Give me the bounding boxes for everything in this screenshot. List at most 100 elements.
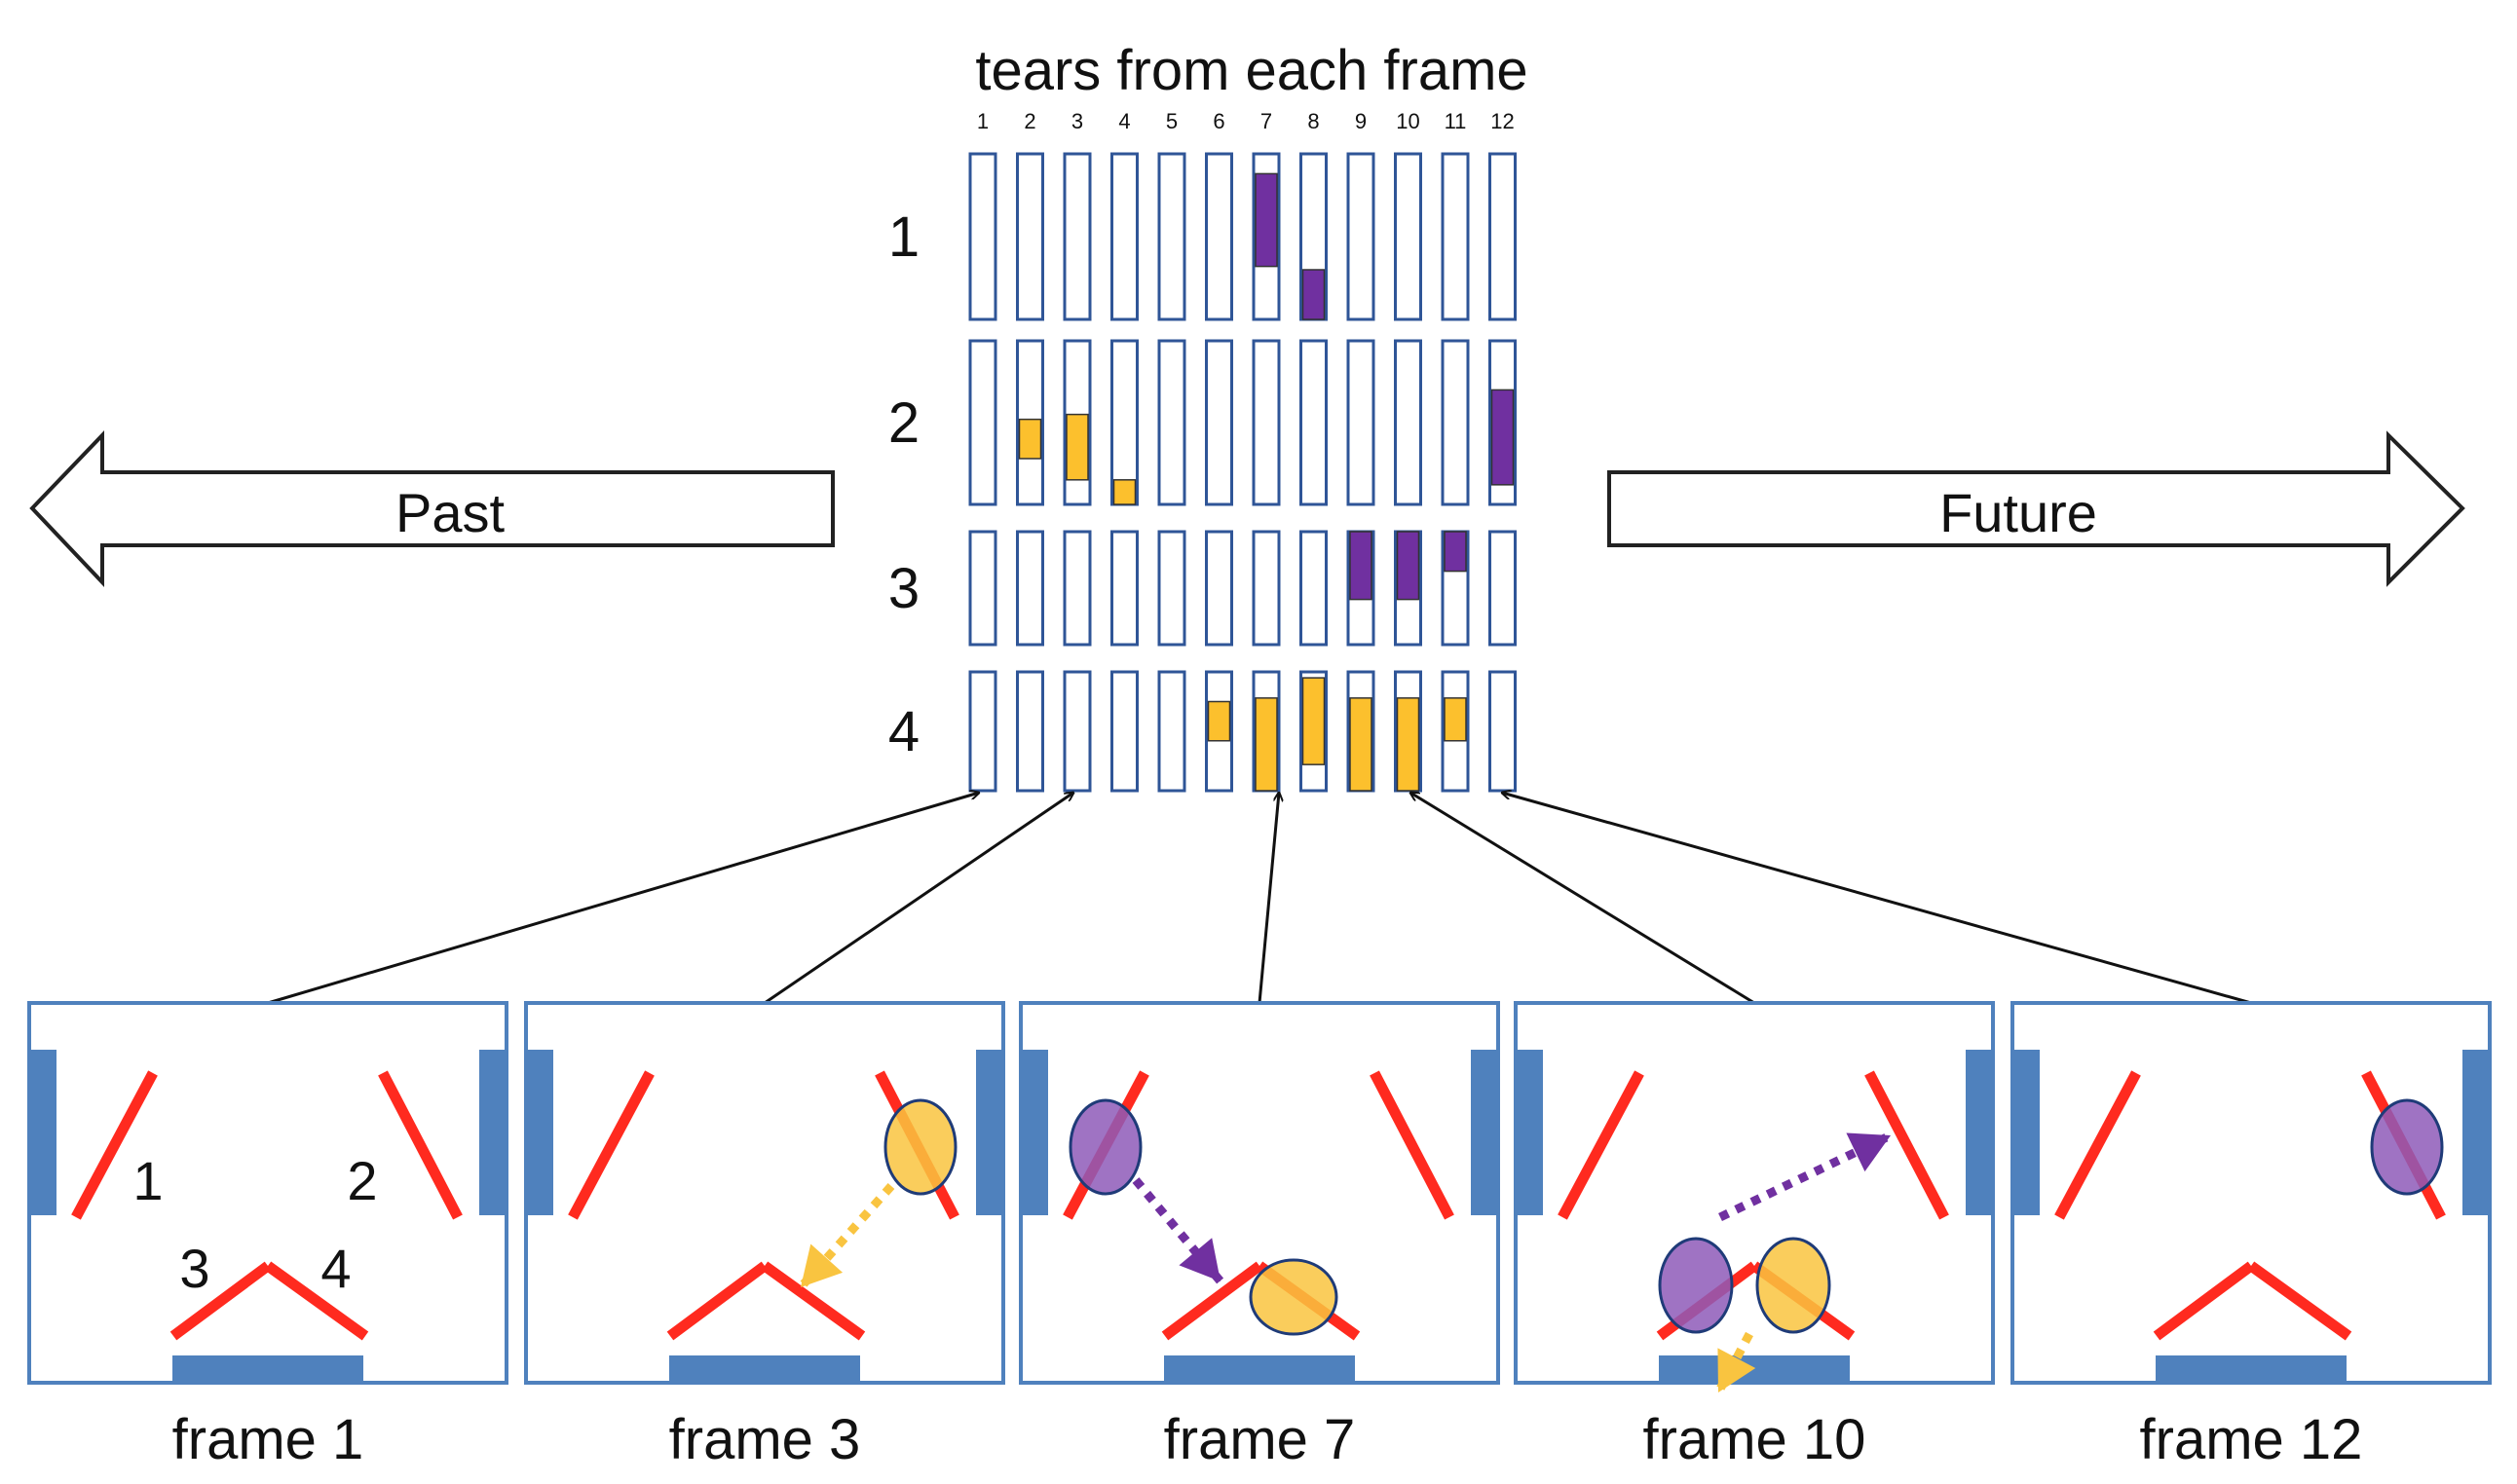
tear-cell — [1110, 530, 1139, 647]
particle-blob — [1069, 1098, 1143, 1196]
right-wall — [976, 1050, 1001, 1215]
mirror — [761, 1261, 866, 1341]
trajectory-arrowhead — [1846, 1132, 1891, 1172]
mirror — [2054, 1070, 2141, 1220]
tear-cell — [1110, 152, 1139, 321]
tear-cell — [1157, 530, 1186, 647]
particle-blob — [1249, 1258, 1338, 1336]
mirror-number: 3 — [179, 1238, 209, 1299]
column-number: 3 — [1071, 109, 1083, 133]
column-number: 7 — [1260, 109, 1272, 133]
left-wall — [1518, 1050, 1543, 1215]
mirror — [169, 1261, 272, 1341]
frame-label: frame 1 — [172, 1408, 364, 1471]
tear-bar-purple — [1255, 172, 1278, 268]
tear-bar-orange — [1207, 700, 1231, 742]
column-number: 9 — [1355, 109, 1367, 133]
particle-blob — [2370, 1098, 2444, 1196]
frame-label: frame 12 — [2140, 1408, 2363, 1471]
left-wall — [528, 1050, 553, 1215]
right-wall — [479, 1050, 505, 1215]
tear-cell — [1016, 530, 1044, 647]
mirror — [1370, 1070, 1454, 1220]
particle-blob — [1658, 1237, 1734, 1334]
mirror — [1558, 1070, 1644, 1220]
row-label: 4 — [888, 700, 920, 763]
tear-cell — [1441, 152, 1470, 321]
tear-cell — [1299, 530, 1328, 647]
tear-cell — [968, 339, 997, 506]
frame-label: frame 10 — [1643, 1408, 1866, 1471]
frame-links — [267, 793, 2252, 1005]
right-wall — [1966, 1050, 1991, 1215]
tear-bar-purple — [1396, 531, 1420, 601]
frame-box — [1019, 1001, 1500, 1385]
tear-row — [968, 152, 1517, 321]
tear-cell — [1441, 339, 1470, 506]
bottom-wall — [669, 1355, 860, 1381]
left-wall — [2014, 1050, 2040, 1215]
tear-bar-orange — [1396, 697, 1420, 792]
column-number: 11 — [1445, 109, 1467, 133]
tear-bar-purple — [1349, 531, 1372, 601]
frame-link-arrow — [764, 793, 1073, 1005]
column-number: 10 — [1396, 109, 1419, 133]
mirror — [1161, 1261, 1263, 1341]
tear-cell — [968, 670, 997, 793]
left-wall — [31, 1050, 56, 1215]
particle-blob — [883, 1098, 958, 1196]
frame-panel: frame 3 — [524, 1001, 1005, 1471]
frame-label: frame 3 — [669, 1408, 861, 1471]
tear-cell — [1110, 670, 1139, 793]
trajectory-arrowhead — [1717, 1348, 1756, 1392]
future-arrow: Future — [1607, 430, 2465, 587]
tear-cell — [1252, 530, 1281, 647]
tear-bar-orange — [1301, 677, 1326, 765]
tear-bar-purple — [1444, 531, 1467, 573]
frame-link-arrow — [1502, 793, 2252, 1005]
tear-bar-orange — [1444, 697, 1467, 742]
particle-blob — [1755, 1237, 1831, 1334]
row-labels: 1 2 3 4 — [888, 205, 920, 763]
future-label: Future — [1939, 482, 2097, 543]
frame-link-arrow — [1410, 793, 1755, 1005]
frame-box — [1514, 1001, 1995, 1385]
tear-cell — [1063, 152, 1092, 321]
mirror-number: 4 — [320, 1238, 351, 1299]
column-number: 6 — [1213, 109, 1224, 133]
mirror-number: 1 — [132, 1150, 163, 1211]
mirror — [2153, 1261, 2255, 1341]
tear-bar-orange — [1018, 418, 1042, 460]
tear-cell — [1157, 670, 1186, 793]
frame-link-arrow — [267, 793, 979, 1005]
tear-row — [968, 670, 1517, 793]
tear-bar-orange — [1112, 479, 1137, 505]
tear-row — [968, 339, 1517, 506]
bottom-wall — [2156, 1355, 2347, 1381]
column-number: 5 — [1166, 109, 1178, 133]
tear-cell — [968, 530, 997, 647]
diagram-title: tears from each frame — [975, 39, 1527, 102]
tear-cell — [1394, 339, 1422, 506]
tear-cell — [1488, 152, 1517, 321]
tear-bar-purple — [1490, 389, 1515, 486]
trajectory-arrowhead — [1179, 1238, 1221, 1281]
frame-panels: frame 1 1 2 3 4 frame 3 frame 7 frame 10 frame 1… — [27, 1001, 2492, 1471]
past-arrow: Past — [29, 430, 835, 588]
frame-label: frame 7 — [1164, 1408, 1356, 1471]
column-number: 1 — [977, 109, 989, 133]
tear-bar-purple — [1301, 269, 1326, 320]
tear-cell — [1063, 670, 1092, 793]
mirror — [1864, 1070, 1949, 1220]
row-label: 1 — [888, 205, 920, 269]
left-wall — [1023, 1050, 1048, 1215]
column-number: 12 — [1490, 109, 1514, 133]
frame-box — [27, 1001, 508, 1385]
right-wall — [2462, 1050, 2488, 1215]
tear-bar-orange — [1349, 697, 1372, 792]
tear-cell — [968, 152, 997, 321]
column-number: 8 — [1307, 109, 1319, 133]
tear-row — [968, 530, 1517, 647]
mirror — [666, 1261, 769, 1341]
